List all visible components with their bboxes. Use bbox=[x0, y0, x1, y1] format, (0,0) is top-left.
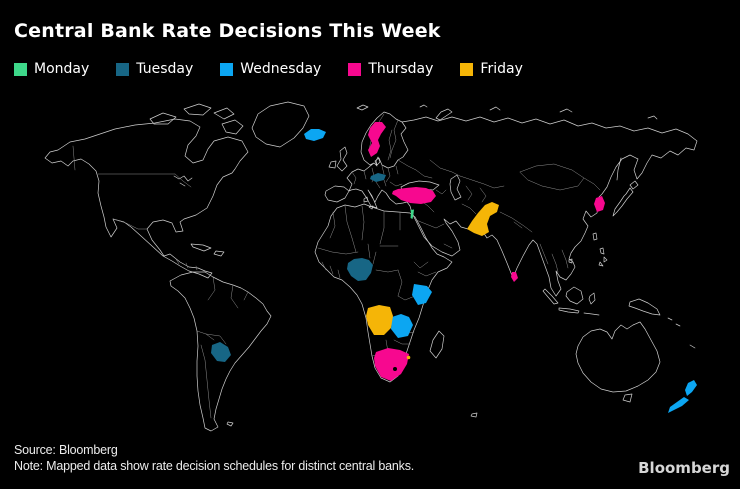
country-new-zealand-south bbox=[668, 397, 689, 413]
footer: Source: Bloomberg Note: Mapped data show… bbox=[14, 443, 414, 474]
country-paraguay bbox=[211, 342, 231, 362]
source-text: Source: Bloomberg bbox=[14, 443, 118, 457]
country-kenya bbox=[412, 284, 432, 305]
thursday-swatch-icon bbox=[348, 62, 362, 76]
note-text: Note: Mapped data show rate decision sch… bbox=[14, 458, 415, 473]
country-new-zealand-north bbox=[685, 380, 697, 396]
country-borders bbox=[72, 113, 601, 419]
tuesday-swatch-icon bbox=[116, 62, 130, 76]
legend-label-friday: Friday bbox=[480, 61, 523, 77]
legend-item-thursday: Thursday bbox=[348, 61, 433, 77]
highlighted-countries bbox=[211, 122, 697, 413]
country-lesotho bbox=[393, 367, 397, 371]
country-nigeria bbox=[347, 258, 373, 281]
legend-label-thursday: Thursday bbox=[368, 61, 434, 77]
country-sweden bbox=[368, 122, 386, 157]
country-turkey bbox=[392, 187, 436, 204]
bloomberg-logo: Bloomberg bbox=[638, 459, 730, 477]
legend-item-tuesday: Tuesday bbox=[116, 61, 193, 77]
legend-label-tuesday: Tuesday bbox=[136, 61, 194, 77]
legend-label-wednesday: Wednesday bbox=[240, 61, 322, 77]
wednesday-swatch-icon bbox=[220, 62, 234, 76]
legend-label-monday: Monday bbox=[34, 61, 90, 77]
legend-item-friday: Friday bbox=[460, 61, 523, 77]
legend-item-wednesday: Wednesday bbox=[220, 61, 321, 77]
chart-title: Central Bank Rate Decisions This Week bbox=[14, 20, 441, 42]
friday-swatch-icon bbox=[460, 62, 474, 76]
country-sri-lanka bbox=[511, 272, 518, 282]
monday-swatch-icon bbox=[14, 62, 27, 76]
country-hungary bbox=[370, 173, 386, 182]
country-angola bbox=[366, 305, 393, 335]
country-pakistan bbox=[467, 202, 499, 236]
country-zambia bbox=[391, 314, 413, 338]
country-south-korea bbox=[594, 196, 605, 212]
country-iceland bbox=[304, 129, 326, 141]
country-south-africa bbox=[374, 348, 409, 381]
legend-item-monday: Monday bbox=[14, 61, 89, 77]
legend: Monday Tuesday Wednesday Thursday Friday bbox=[14, 61, 523, 77]
country-eswatini bbox=[406, 355, 411, 360]
country-israel bbox=[410, 209, 414, 219]
coastlines bbox=[44, 101, 698, 432]
